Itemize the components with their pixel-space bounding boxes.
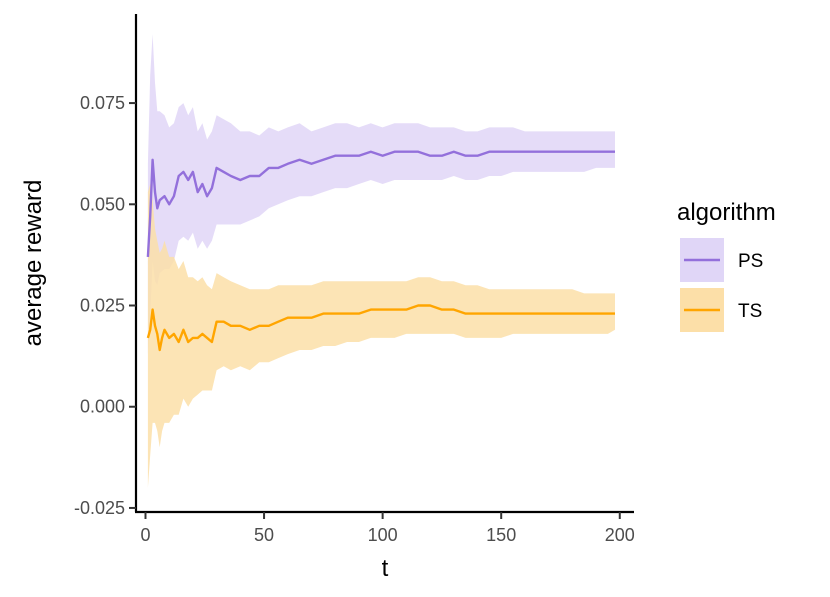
x-axis-ticks: 0 50 100 150 200 [140, 512, 635, 545]
x-axis-title: t [382, 555, 389, 582]
y-tick-label: 0.050 [80, 194, 125, 214]
x-tick-label: 0 [140, 525, 150, 545]
y-axis-title: average reward [20, 180, 47, 347]
x-tick-label: 150 [486, 525, 516, 545]
legend-keys: PS TS [680, 238, 763, 332]
confidence-bands [147, 34, 615, 488]
ps-mean-line [146, 150, 615, 257]
ps-legend-label: PS [738, 251, 763, 272]
y-tick-label: 0.000 [80, 397, 125, 417]
x-tick-label: 50 [254, 525, 274, 545]
y-tick-label: 0.075 [80, 93, 125, 113]
y-tick-label: -0.025 [74, 498, 125, 518]
x-tick-label: 200 [605, 525, 635, 545]
x-tick-label: 100 [368, 525, 398, 545]
y-tick-label: 0.025 [80, 296, 125, 316]
ts-confidence-band [147, 184, 615, 488]
ts-legend-label: TS [738, 301, 762, 322]
ts-mean-line [146, 304, 615, 352]
y-axis-ticks: -0.025 0.000 0.025 0.050 0.075 [74, 93, 136, 518]
series-lines [146, 150, 615, 352]
legend-title: algorithm [677, 199, 776, 226]
ps-confidence-band [147, 34, 615, 355]
legend: algorithm PS TS [677, 199, 776, 332]
